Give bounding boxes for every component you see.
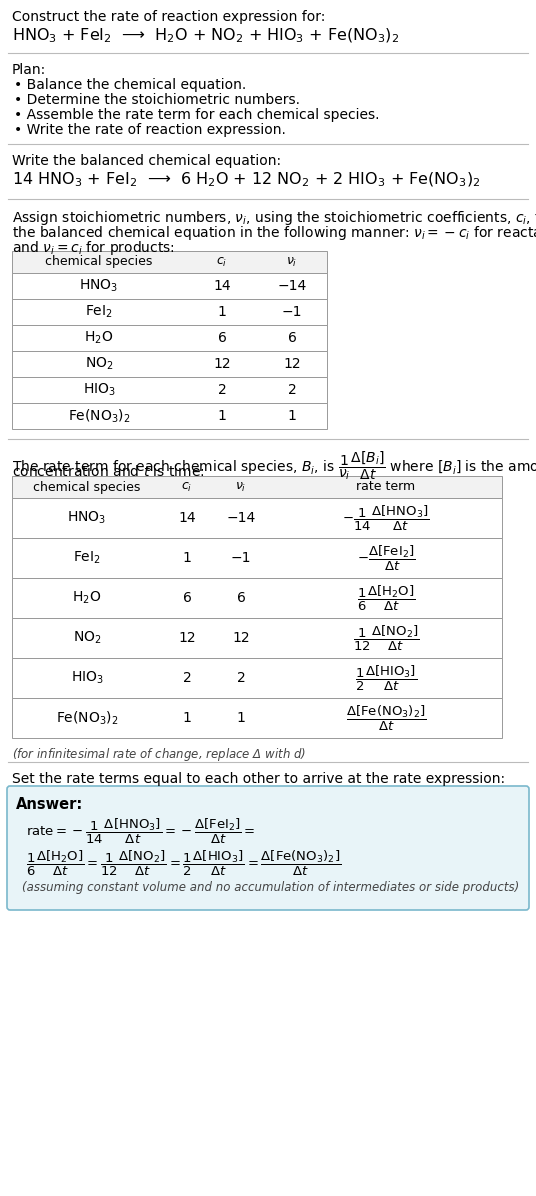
Text: 12: 12 xyxy=(283,356,301,371)
Text: HNO$_3$: HNO$_3$ xyxy=(79,277,118,294)
Text: Construct the rate of reaction expression for:: Construct the rate of reaction expressio… xyxy=(12,10,325,24)
Text: HNO$_3$: HNO$_3$ xyxy=(68,509,107,526)
Text: H$_2$O: H$_2$O xyxy=(84,330,114,346)
Text: FeI$_2$: FeI$_2$ xyxy=(73,550,101,566)
Text: (assuming constant volume and no accumulation of intermediates or side products): (assuming constant volume and no accumul… xyxy=(22,881,519,893)
Bar xyxy=(12,658,502,698)
Text: 1: 1 xyxy=(236,710,245,725)
Text: NO$_2$: NO$_2$ xyxy=(73,630,101,646)
Text: HIO$_3$: HIO$_3$ xyxy=(71,670,103,687)
Text: 12: 12 xyxy=(232,631,250,645)
Text: 14: 14 xyxy=(213,279,231,293)
Text: rate term: rate term xyxy=(356,481,415,494)
Bar xyxy=(12,350,327,377)
Bar xyxy=(12,476,502,498)
Text: 1: 1 xyxy=(218,305,226,319)
Text: The rate term for each chemical species, $B_i$, is $\dfrac{1}{\nu_i}\dfrac{\Delt: The rate term for each chemical species,… xyxy=(12,448,536,482)
Text: $\dfrac{1}{12}\dfrac{\Delta[\mathrm{NO_2}]}{\Delta t}$: $\dfrac{1}{12}\dfrac{\Delta[\mathrm{NO_2… xyxy=(353,623,419,653)
Text: 6: 6 xyxy=(236,591,245,605)
Bar xyxy=(12,498,502,538)
Text: • Balance the chemical equation.: • Balance the chemical equation. xyxy=(14,78,246,92)
Text: Fe(NO$_3$)$_2$: Fe(NO$_3$)$_2$ xyxy=(68,408,130,425)
Text: 1: 1 xyxy=(183,710,191,725)
Bar xyxy=(12,698,502,738)
Text: 12: 12 xyxy=(178,631,196,645)
Text: $\dfrac{1}{6}\dfrac{\Delta[\mathrm{H_2O}]}{\Delta t}$: $\dfrac{1}{6}\dfrac{\Delta[\mathrm{H_2O}… xyxy=(357,584,415,612)
Text: $\dfrac{\Delta[\mathrm{Fe(NO_3)_2}]}{\Delta t}$: $\dfrac{\Delta[\mathrm{Fe(NO_3)_2}]}{\De… xyxy=(346,703,426,733)
Text: 1: 1 xyxy=(218,409,226,423)
Text: Answer:: Answer: xyxy=(16,797,83,812)
Bar xyxy=(12,578,502,618)
Text: $\nu_i$: $\nu_i$ xyxy=(286,256,297,269)
Text: 12: 12 xyxy=(213,356,231,371)
Bar xyxy=(12,618,502,658)
Text: −14: −14 xyxy=(226,511,256,525)
Text: NO$_2$: NO$_2$ xyxy=(85,355,113,372)
Text: 14 HNO$_3$ + FeI$_2$  ⟶  6 H$_2$O + 12 NO$_2$ + 2 HIO$_3$ + Fe(NO$_3$)$_2$: 14 HNO$_3$ + FeI$_2$ ⟶ 6 H$_2$O + 12 NO$… xyxy=(12,171,481,189)
Text: (for infinitesimal rate of change, replace Δ with $d$): (for infinitesimal rate of change, repla… xyxy=(12,746,306,763)
Text: concentration and $t$ is time:: concentration and $t$ is time: xyxy=(12,464,205,480)
Text: chemical species: chemical species xyxy=(46,256,153,268)
Text: 14: 14 xyxy=(178,511,196,525)
Text: 1: 1 xyxy=(183,551,191,565)
Text: $\dfrac{1}{6}\dfrac{\Delta[\mathrm{H_2O}]}{\Delta t} = \dfrac{1}{12}\dfrac{\Delt: $\dfrac{1}{6}\dfrac{\Delta[\mathrm{H_2O}… xyxy=(26,849,341,878)
Text: • Determine the stoichiometric numbers.: • Determine the stoichiometric numbers. xyxy=(14,93,300,106)
Text: 2: 2 xyxy=(288,383,296,397)
Text: 6: 6 xyxy=(183,591,191,605)
Text: $\nu_i$: $\nu_i$ xyxy=(235,481,247,494)
Text: Plan:: Plan: xyxy=(12,63,46,77)
Text: • Assemble the rate term for each chemical species.: • Assemble the rate term for each chemic… xyxy=(14,108,379,122)
Bar xyxy=(12,299,327,325)
Bar xyxy=(12,251,327,273)
Text: FeI$_2$: FeI$_2$ xyxy=(85,304,113,321)
Text: −1: −1 xyxy=(282,305,302,319)
Text: $\dfrac{1}{2}\dfrac{\Delta[\mathrm{HIO_3}]}{\Delta t}$: $\dfrac{1}{2}\dfrac{\Delta[\mathrm{HIO_3… xyxy=(355,664,417,692)
Text: $-\dfrac{\Delta[\mathrm{FeI_2}]}{\Delta t}$: $-\dfrac{\Delta[\mathrm{FeI_2}]}{\Delta … xyxy=(357,543,415,573)
Text: 6: 6 xyxy=(218,331,226,344)
Text: $c_i$: $c_i$ xyxy=(217,256,228,269)
Text: Set the rate terms equal to each other to arrive at the rate expression:: Set the rate terms equal to each other t… xyxy=(12,771,505,786)
Text: $-\dfrac{1}{14}\dfrac{\Delta[\mathrm{HNO_3}]}{\Delta t}$: $-\dfrac{1}{14}\dfrac{\Delta[\mathrm{HNO… xyxy=(342,504,430,532)
Text: 2: 2 xyxy=(218,383,226,397)
Text: 2: 2 xyxy=(183,671,191,685)
Text: 6: 6 xyxy=(287,331,296,344)
Text: and $\nu_i = c_i$ for products:: and $\nu_i = c_i$ for products: xyxy=(12,239,175,257)
Bar xyxy=(12,377,327,403)
Text: Assign stoichiometric numbers, $\nu_i$, using the stoichiometric coefficients, $: Assign stoichiometric numbers, $\nu_i$, … xyxy=(12,209,536,227)
Text: 2: 2 xyxy=(236,671,245,685)
Text: Write the balanced chemical equation:: Write the balanced chemical equation: xyxy=(12,154,281,167)
Text: chemical species: chemical species xyxy=(33,481,140,494)
Text: • Write the rate of reaction expression.: • Write the rate of reaction expression. xyxy=(14,123,286,138)
Bar xyxy=(12,325,327,350)
FancyBboxPatch shape xyxy=(7,786,529,910)
Text: H$_2$O: H$_2$O xyxy=(72,590,102,606)
Text: the balanced chemical equation in the following manner: $\nu_i = -c_i$ for react: the balanced chemical equation in the fo… xyxy=(12,224,536,242)
Text: −1: −1 xyxy=(231,551,251,565)
Text: $c_i$: $c_i$ xyxy=(181,481,192,494)
Bar xyxy=(12,273,327,299)
Text: 1: 1 xyxy=(287,409,296,423)
Text: $\mathrm{rate} = -\dfrac{1}{14}\dfrac{\Delta[\mathrm{HNO_3}]}{\Delta t} = -\dfra: $\mathrm{rate} = -\dfrac{1}{14}\dfrac{\D… xyxy=(26,817,256,847)
Text: HIO$_3$: HIO$_3$ xyxy=(83,382,115,398)
Text: Fe(NO$_3$)$_2$: Fe(NO$_3$)$_2$ xyxy=(56,709,118,727)
Text: −14: −14 xyxy=(277,279,307,293)
Text: HNO$_3$ + FeI$_2$  ⟶  H$_2$O + NO$_2$ + HIO$_3$ + Fe(NO$_3$)$_2$: HNO$_3$ + FeI$_2$ ⟶ H$_2$O + NO$_2$ + HI… xyxy=(12,28,399,45)
Bar xyxy=(12,403,327,429)
Bar xyxy=(12,538,502,578)
